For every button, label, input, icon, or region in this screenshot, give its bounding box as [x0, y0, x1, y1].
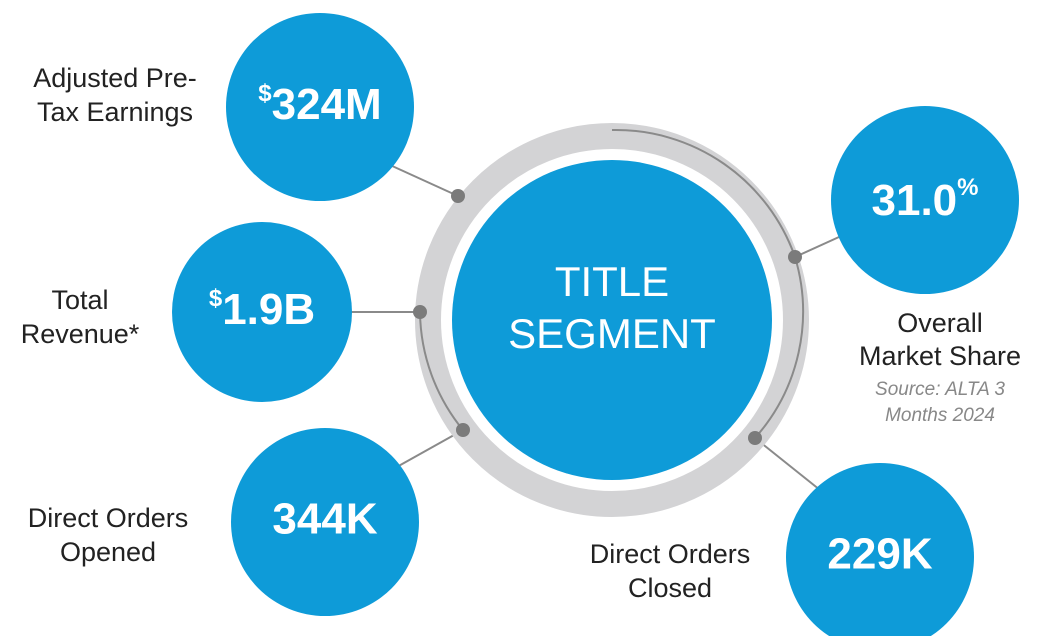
metric-label: Direct Orders: [28, 503, 189, 533]
metric-bubble: [172, 222, 352, 402]
metric-label: Tax Earnings: [37, 97, 193, 127]
connector-dot: [788, 250, 802, 264]
connector-dot: [413, 305, 427, 319]
ring-edge: [419, 311, 464, 431]
metric-label: Direct Orders: [590, 539, 751, 569]
metric-value: 229K: [827, 530, 932, 579]
metric-label: Opened: [60, 537, 156, 567]
ring-edge: [754, 256, 805, 439]
metric-label: Closed: [628, 573, 712, 603]
metric-label: Revenue*: [21, 319, 140, 349]
connector: [754, 437, 821, 491]
metric-bubble: [786, 463, 974, 636]
connector: [389, 164, 459, 197]
metric-value: 344K: [272, 495, 377, 544]
metric-label: Total: [51, 285, 108, 315]
metric-value: 31.0%: [872, 174, 979, 224]
center-title: TITLE: [555, 258, 669, 305]
metric-bubble: [831, 106, 1019, 294]
metric-value: $1.9B: [209, 285, 315, 334]
metric-label: Overall: [897, 308, 983, 338]
source-note: Months 2024: [885, 405, 995, 426]
metric-value: $324M: [258, 80, 381, 129]
center-ring: [415, 123, 809, 517]
ring-edge: [611, 128, 796, 258]
metric-bubble: [226, 13, 414, 201]
metric-label: Adjusted Pre-: [33, 63, 197, 93]
source-note: Source: ALTA 3: [875, 379, 1005, 400]
metric-label: Market Share: [859, 341, 1021, 371]
metric-bubble: [231, 428, 419, 616]
center-circle: [452, 160, 772, 480]
connector: [394, 429, 464, 469]
connector-dot: [451, 189, 465, 203]
connector-dot: [456, 423, 470, 437]
connector-dot: [748, 431, 762, 445]
center-title: SEGMENT: [508, 310, 716, 357]
